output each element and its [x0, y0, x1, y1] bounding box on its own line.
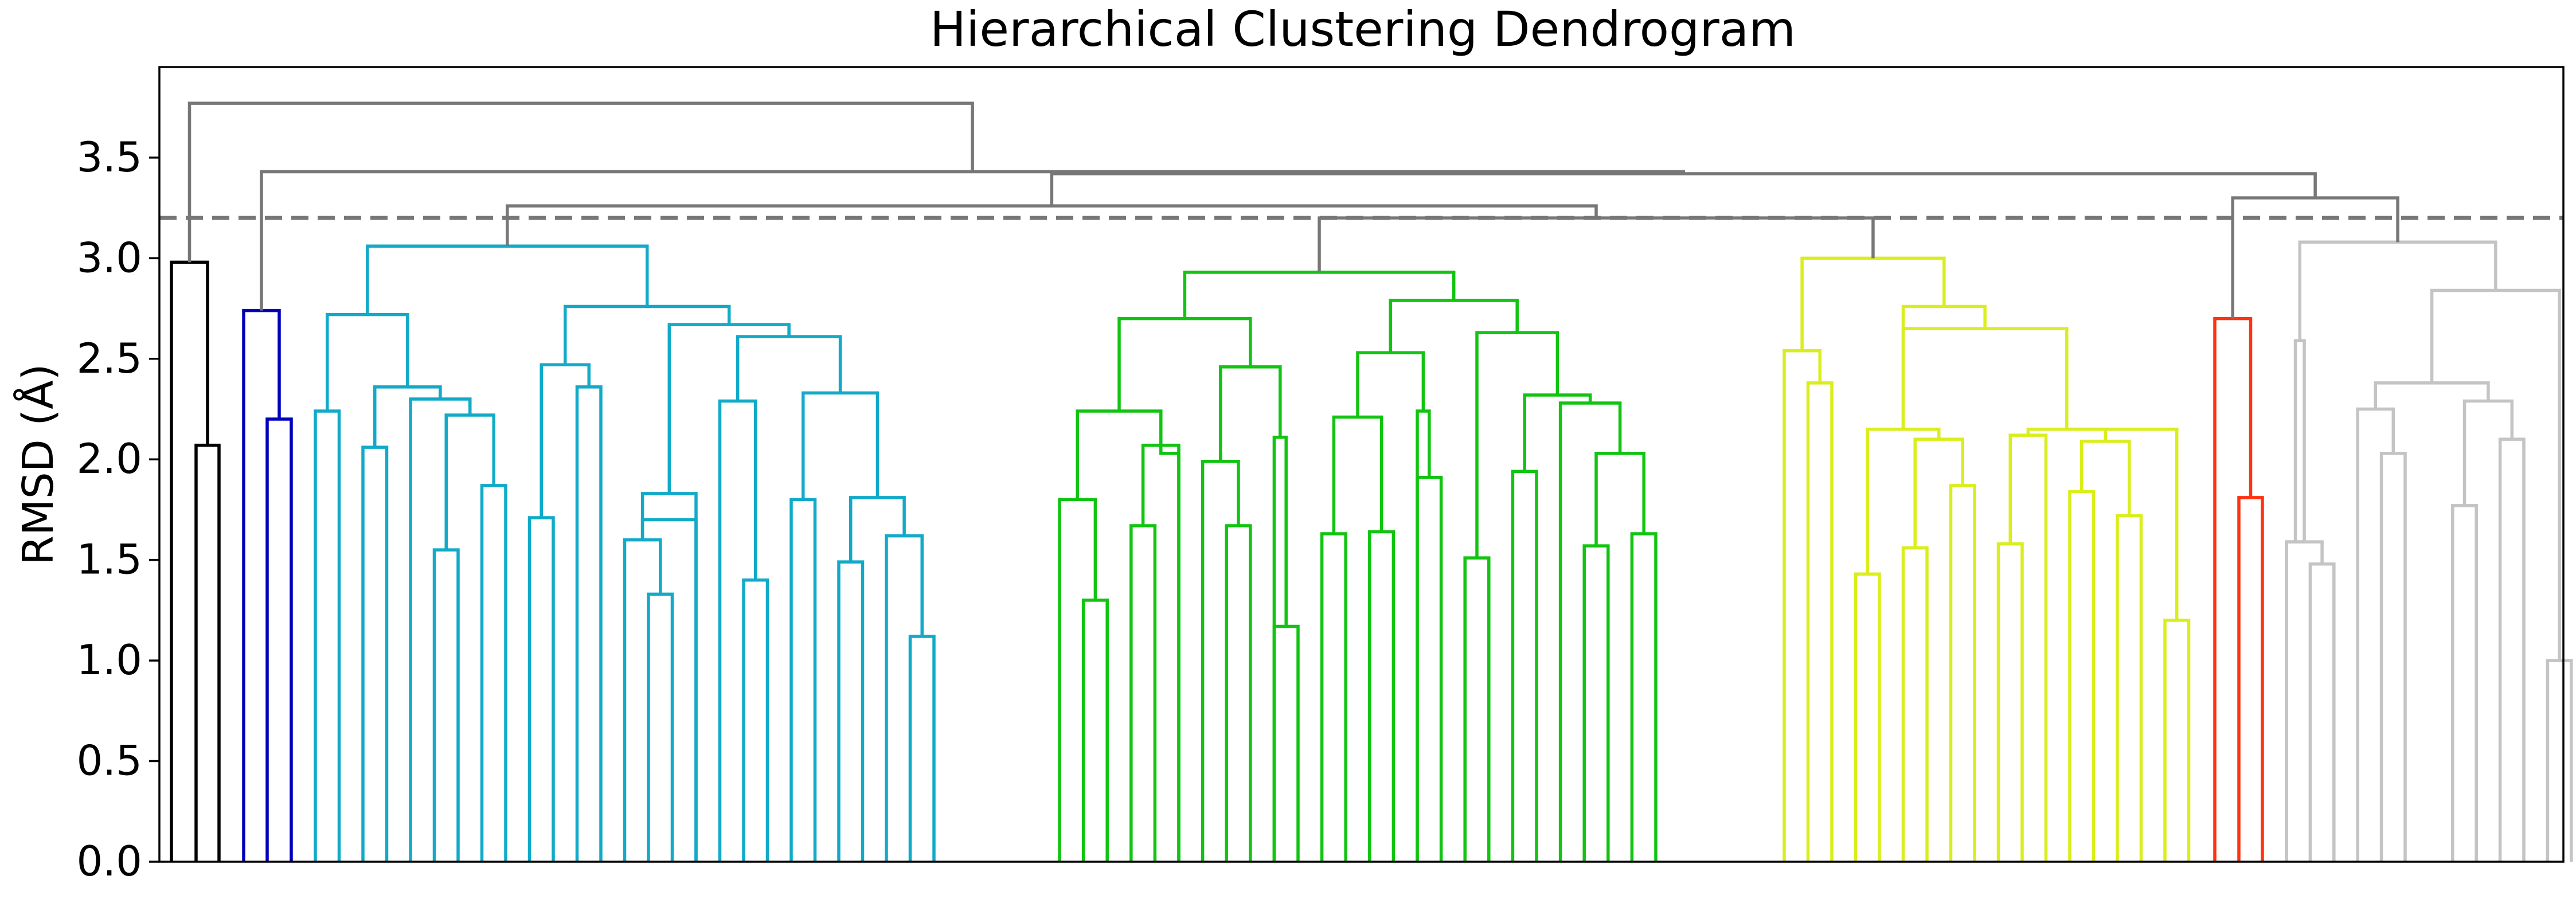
y-axis-label: RMSD (Å): [13, 363, 63, 565]
dendrogram-link-94: [2231, 196, 2399, 319]
dendrogram-link-72: [2163, 619, 2191, 862]
dendrogram-link-30: [366, 244, 649, 315]
dendrogram-link-31: [1081, 599, 1109, 862]
dendrogram-link-7: [444, 413, 495, 550]
dendrogram-link-56: [1475, 331, 1559, 558]
dendrogram-link-78: [2213, 316, 2253, 862]
y-tick-label: 2.5: [76, 334, 142, 382]
dendrogram-link-68: [2068, 490, 2096, 862]
dendrogram-link-45: [1332, 415, 1383, 534]
dendrogram-link-62: [1901, 546, 1929, 862]
dendrogram-link-81: [2285, 540, 2305, 862]
dendrogram-link-19: [742, 578, 769, 862]
dendrogram-link-54: [1558, 401, 1622, 862]
dendrogram-link-97: [187, 101, 974, 263]
dendrogram-link-96: [260, 170, 1686, 311]
dendrogram-link-22: [908, 635, 936, 862]
dendrogram-link-9: [361, 445, 389, 862]
dendrogram-link-85: [2451, 504, 2478, 862]
dendrogram-link-12: [527, 516, 555, 862]
dendrogram-links: [170, 101, 2573, 862]
dendrogram-link-10: [373, 385, 442, 448]
dendrogram-link-95: [1050, 172, 2317, 206]
dendrogram-link-44: [1368, 530, 1396, 862]
y-tick-label: 0.0: [76, 837, 142, 885]
dendrogram-link-38: [1201, 459, 1240, 862]
dendrogram-link-58: [1183, 271, 1456, 319]
chart-title: Hierarchical Clustering Dendrogram: [930, 1, 1796, 57]
dendrogram-link-91: [2298, 240, 2497, 341]
dendrogram-link-13: [575, 385, 603, 862]
dendrogram-link-0: [194, 443, 221, 862]
y-tick-label: 2.0: [76, 435, 142, 483]
dendrogram-link-90: [2430, 288, 2561, 661]
dendrogram-link-42: [1117, 316, 1252, 412]
dendrogram-link-43: [1320, 532, 1347, 862]
dendrogram-link-65: [1866, 427, 1941, 574]
dendrogram-link-57: [1389, 299, 1519, 353]
y-tick-label: 1.0: [76, 636, 142, 684]
dendrogram-link-87: [2462, 399, 2514, 506]
dendrogram-link-51: [1582, 544, 1610, 862]
plot-frame: [158, 66, 2565, 863]
dendrogram-link-5: [432, 548, 460, 862]
y-tick-label: 0.5: [76, 737, 142, 785]
dendrogram-link-79: [2308, 562, 2336, 862]
dendrogram-link-2: [265, 417, 293, 862]
dendrogram-link-73: [2066, 427, 2179, 620]
dendrogram-link-20: [718, 399, 757, 862]
dendrogram-link-52: [1630, 532, 1658, 862]
dendrogram-link-76: [1800, 256, 1946, 351]
dendrogram-link-23: [885, 534, 924, 862]
dendrogram-link-67: [2008, 433, 2048, 862]
dendrogram-link-35: [1159, 445, 1180, 862]
dendrogram-link-21: [837, 560, 865, 862]
y-tick-label: 3.0: [76, 233, 142, 282]
y-tick-label: 1.5: [76, 535, 142, 584]
dendrogram-link-69: [2116, 514, 2143, 862]
y-axis: 0.0 0.5 1.0 1.5 2.0 2.5 3.0 3.5: [76, 133, 159, 885]
y-tick-label: 3.5: [76, 133, 142, 181]
dendrogram-link-11: [326, 312, 409, 412]
